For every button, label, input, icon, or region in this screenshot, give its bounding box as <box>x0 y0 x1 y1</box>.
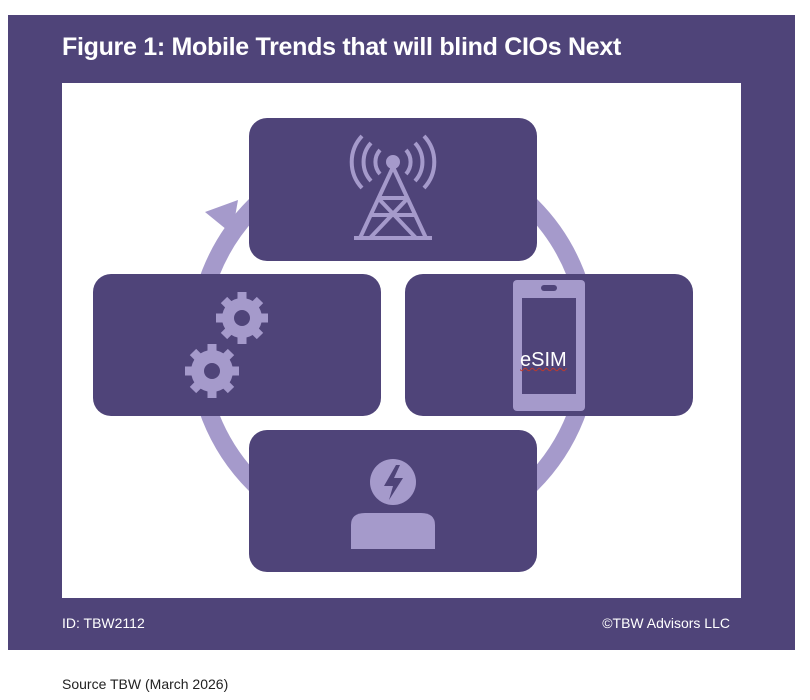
figure-id: ID: TBW2112 <box>62 615 145 631</box>
figure-title: Figure 1: Mobile Trends that will blind … <box>62 33 621 61</box>
node-box-top <box>249 118 537 261</box>
copyright: ©TBW Advisors LLC <box>602 615 730 631</box>
esim-label: eSIM <box>520 349 567 371</box>
source-note: Source TBW (March 2026) <box>62 676 229 692</box>
user-lightning-icon <box>351 459 435 549</box>
gears-icon <box>185 292 268 398</box>
cell-tower-icon <box>349 134 437 240</box>
cycle-arrow-icon <box>205 200 238 234</box>
mobile-phone-icon <box>513 280 585 411</box>
node-box-left <box>93 274 381 416</box>
